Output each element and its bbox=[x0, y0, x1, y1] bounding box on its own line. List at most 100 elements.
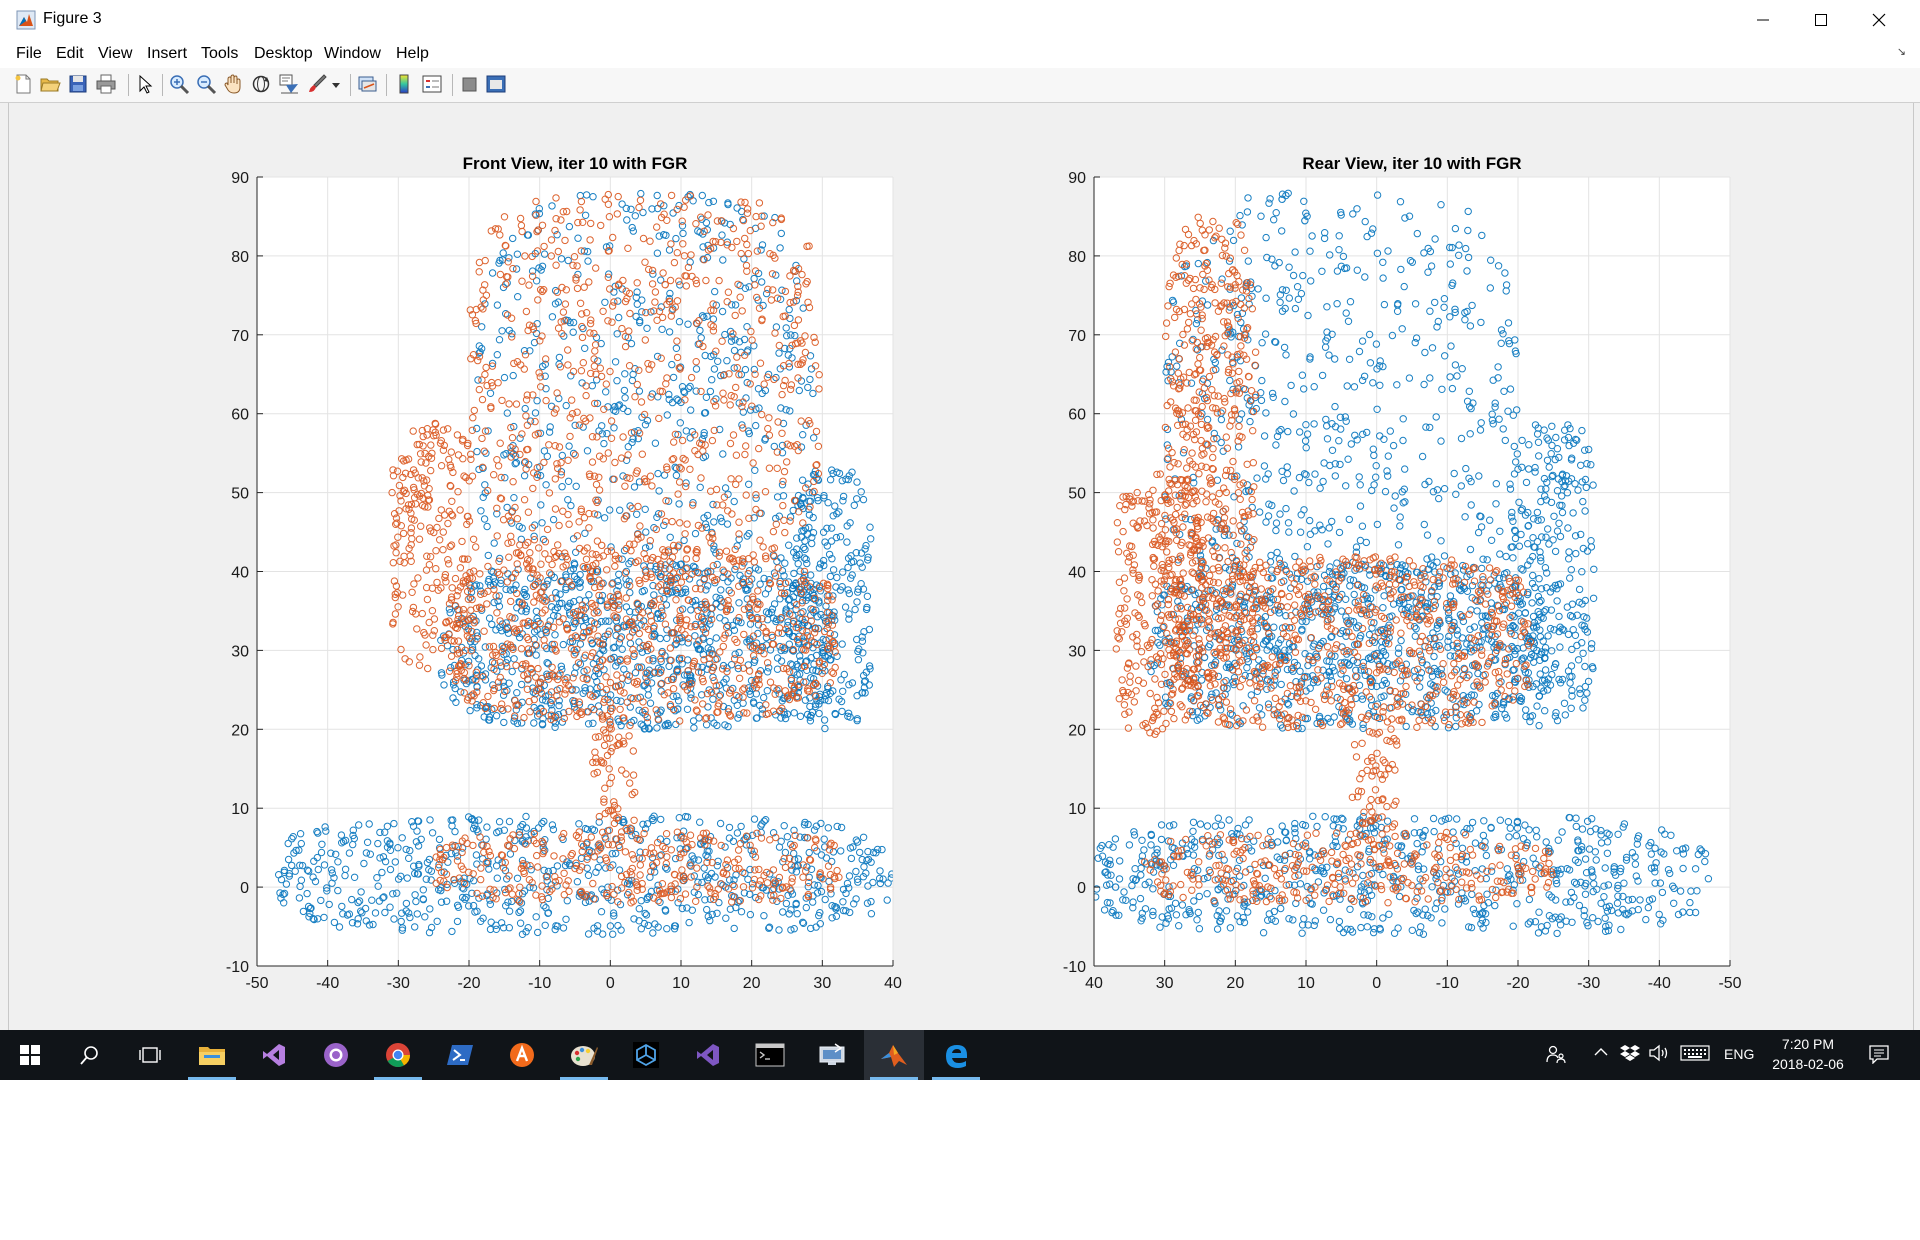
y-tick-label: 80 bbox=[1068, 249, 1086, 266]
y-tick-label: 70 bbox=[231, 328, 249, 345]
input-language[interactable]: ENG bbox=[1724, 1046, 1755, 1062]
taskbar-app-visual-studio[interactable] bbox=[244, 1030, 304, 1080]
taskbar-app-unity[interactable] bbox=[616, 1030, 676, 1080]
brush-icon[interactable] bbox=[306, 73, 328, 95]
y-tick-label: 90 bbox=[1068, 170, 1086, 187]
remote-desktop-icon bbox=[819, 1043, 845, 1065]
people-icon[interactable] bbox=[1545, 1043, 1567, 1068]
y-tick-label: 30 bbox=[231, 643, 249, 660]
menu-insert[interactable]: Insert bbox=[147, 45, 188, 62]
dropbox-icon[interactable] bbox=[1620, 1044, 1640, 1065]
taskbar-app-powershell[interactable] bbox=[430, 1030, 490, 1080]
y-tick-label: 40 bbox=[1068, 565, 1086, 582]
menu-window[interactable]: Window bbox=[324, 45, 381, 62]
x-tick-label: -10 bbox=[1436, 975, 1459, 992]
y-tick-label: 60 bbox=[231, 407, 249, 424]
y-tick-label: 0 bbox=[1077, 880, 1086, 897]
x-tick-label: -50 bbox=[1718, 975, 1741, 992]
y-tick-label: 0 bbox=[240, 880, 249, 897]
minimize-button[interactable] bbox=[1734, 0, 1792, 39]
menu-file[interactable]: File bbox=[16, 45, 42, 62]
taskbar-app-paint[interactable] bbox=[554, 1030, 614, 1080]
scatter-cloud-left-armrest bbox=[388, 419, 480, 675]
select-arrow-icon[interactable] bbox=[134, 73, 156, 95]
print-icon[interactable] bbox=[95, 73, 117, 95]
task-view-button[interactable] bbox=[120, 1030, 180, 1080]
powershell-icon bbox=[447, 1045, 473, 1065]
menu-dock-arrow-icon[interactable]: ↘ bbox=[1896, 46, 1906, 58]
clock-date[interactable]: 2018-02-06 bbox=[1772, 1056, 1844, 1072]
show-plot-tools-icon[interactable] bbox=[485, 73, 507, 95]
taskbar-app-remote-desktop[interactable] bbox=[802, 1030, 862, 1080]
y-tick-label: 70 bbox=[1068, 328, 1086, 345]
menu-edit[interactable]: Edit bbox=[56, 45, 84, 62]
clock-time[interactable]: 7:20 PM bbox=[1781, 1036, 1835, 1052]
taskbar-app-avast[interactable] bbox=[492, 1030, 552, 1080]
open-file-icon[interactable] bbox=[39, 73, 61, 95]
taskbar-app-matlab[interactable] bbox=[864, 1030, 924, 1080]
zoom-in-icon[interactable] bbox=[168, 73, 190, 95]
menu-view[interactable]: View bbox=[98, 45, 133, 62]
action-center-icon[interactable] bbox=[1868, 1044, 1890, 1067]
link-plot-icon[interactable] bbox=[356, 73, 378, 95]
paint-icon bbox=[571, 1046, 598, 1066]
save-icon[interactable] bbox=[67, 73, 89, 95]
pan-hand-icon[interactable] bbox=[222, 73, 244, 95]
y-tick-label: 10 bbox=[1068, 801, 1086, 818]
scatter-series-orange bbox=[1112, 213, 1556, 907]
running-indicator bbox=[870, 1077, 918, 1080]
x-tick-label: 0 bbox=[1372, 975, 1381, 992]
close-button[interactable] bbox=[1850, 0, 1908, 39]
x-tick-label: 20 bbox=[1226, 975, 1244, 992]
keyboard-icon[interactable] bbox=[1680, 1045, 1710, 1064]
github-icon bbox=[324, 1043, 348, 1067]
colorbar-icon[interactable] bbox=[393, 73, 415, 95]
axes-rear-view[interactable]: 40 30 20 10 0 -10 -20 -30 -40 -50 -10 0 10 20 30 40 50 60… bbox=[1063, 154, 1742, 992]
tray-overflow-chevron-icon[interactable] bbox=[1593, 1044, 1609, 1063]
menu-desktop[interactable]: Desktop bbox=[254, 45, 313, 62]
menu-tools[interactable]: Tools bbox=[201, 45, 239, 62]
legend-icon[interactable] bbox=[421, 73, 443, 95]
y-tick-label: 10 bbox=[231, 801, 249, 818]
volume-icon[interactable] bbox=[1648, 1044, 1670, 1065]
x-tick-label: -20 bbox=[1506, 975, 1529, 992]
command-prompt-icon bbox=[755, 1043, 785, 1067]
brush-dropdown-icon[interactable] bbox=[330, 73, 342, 95]
taskbar-app-chrome[interactable] bbox=[368, 1030, 428, 1080]
y-tick-label: 60 bbox=[1068, 407, 1086, 424]
axes-front-view[interactable]: -50 -40 -30 -20 -10 0 10 20 30 40 -10 0 10 20 30 40 50 60… bbox=[226, 154, 902, 992]
y-tick-label: 50 bbox=[231, 486, 249, 503]
x-tick-label: 30 bbox=[813, 975, 831, 992]
taskbar-app-edge[interactable] bbox=[926, 1030, 986, 1080]
toolbar-separator bbox=[452, 74, 453, 96]
zoom-out-icon[interactable] bbox=[195, 73, 217, 95]
data-cursor-icon[interactable] bbox=[278, 73, 300, 95]
start-button[interactable] bbox=[0, 1030, 60, 1080]
minimize-icon bbox=[1757, 19, 1769, 20]
hide-plot-tools-icon[interactable] bbox=[458, 73, 480, 95]
window-title: Figure 3 bbox=[43, 10, 102, 27]
taskbar-app-file-explorer[interactable] bbox=[182, 1030, 242, 1080]
matlab-icon bbox=[881, 1045, 907, 1067]
x-tick-label: -30 bbox=[387, 975, 410, 992]
scatter-cloud-base-legs bbox=[1141, 828, 1556, 907]
menu-help[interactable]: Help bbox=[396, 45, 429, 62]
figure-toolbar bbox=[0, 68, 1920, 103]
x-tick-label: 10 bbox=[1297, 975, 1315, 992]
title-bar[interactable]: Figure 3 bbox=[0, 0, 1920, 39]
maximize-button[interactable] bbox=[1792, 0, 1850, 39]
taskbar-app-github[interactable] bbox=[306, 1030, 366, 1080]
taskbar-app-command-prompt[interactable] bbox=[740, 1030, 800, 1080]
taskbar-app-visual-studio-2[interactable] bbox=[678, 1030, 738, 1080]
rotate-3d-icon[interactable] bbox=[250, 73, 272, 95]
new-figure-icon[interactable] bbox=[12, 73, 34, 95]
visual-studio-2-icon bbox=[697, 1044, 719, 1066]
search-button[interactable] bbox=[60, 1030, 120, 1080]
scatter-cloud-base bbox=[275, 812, 893, 938]
search-icon bbox=[80, 1046, 98, 1065]
y-tick-label: 90 bbox=[231, 170, 249, 187]
windows-taskbar: ENG 7:20 PM 2018-02-06 bbox=[0, 1030, 1920, 1080]
y-tick-label: 80 bbox=[231, 249, 249, 266]
task-view-icon bbox=[139, 1047, 161, 1063]
scatter-cloud-stem bbox=[589, 712, 639, 849]
